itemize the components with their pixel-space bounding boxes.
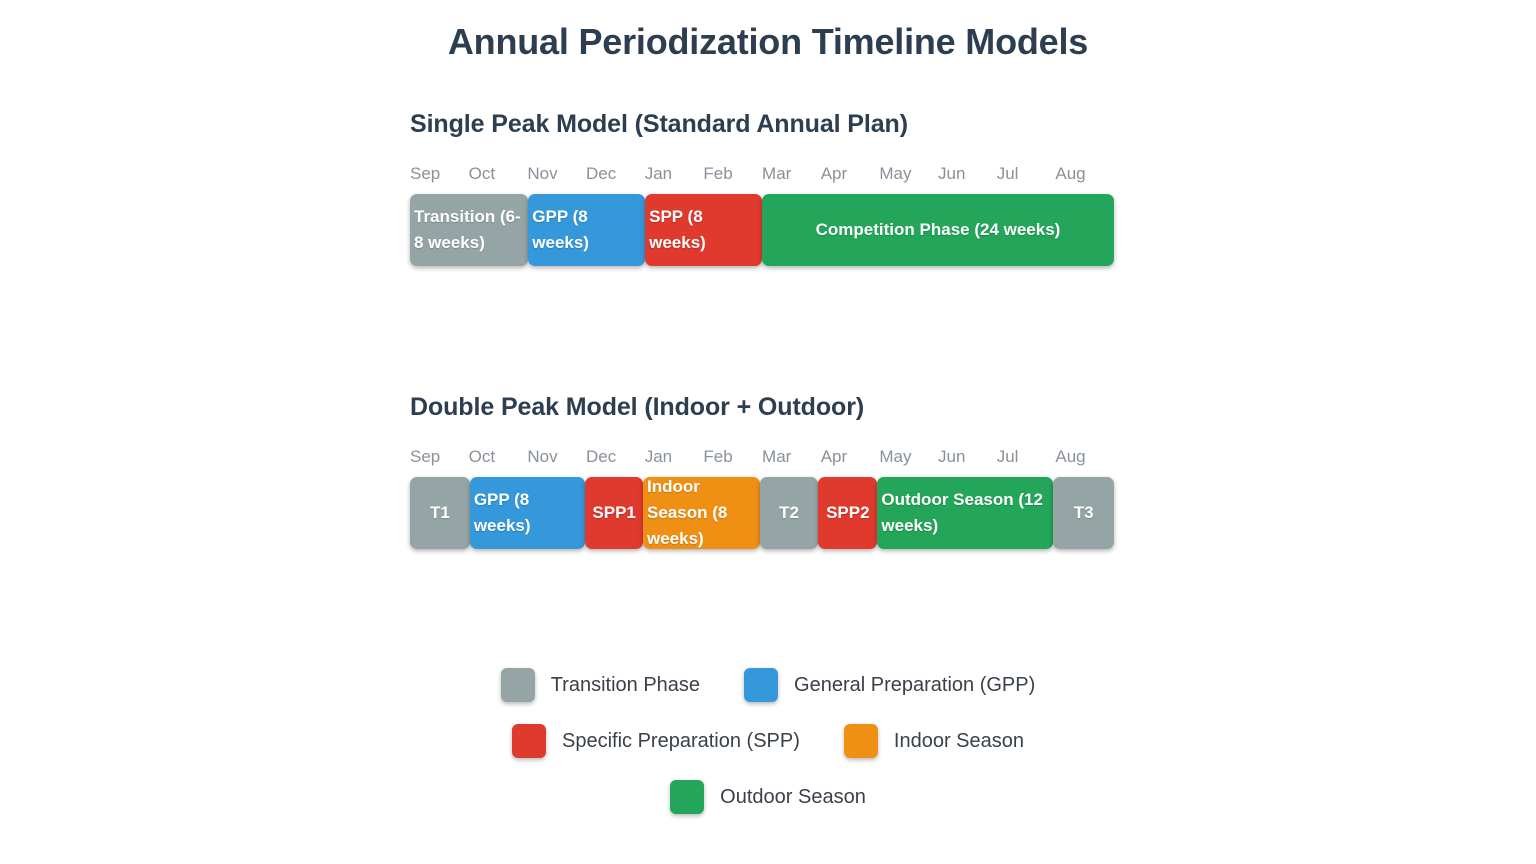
legend: Transition Phase General Preparation (GPP… (0, 668, 1536, 836)
phase-label: GPP (8 weeks) (532, 207, 589, 252)
section-title-single-peak: Single Peak Model (Standard Annual Plan) (410, 110, 908, 138)
phase-label: SPP2 (826, 503, 870, 523)
phase-label: T1 (429, 503, 450, 523)
phase-label: T3 (1073, 503, 1094, 523)
legend-label: Specific Preparation (SPP) (562, 730, 800, 752)
month-label-oct: Oct (468, 164, 496, 183)
month-label-aug: Aug (1055, 447, 1086, 466)
month-label-dec: Dec (586, 447, 617, 466)
phase-segment-spp[interactable]: SPP (8 weeks) (645, 194, 762, 266)
legend-item-transition[interactable]: Transition Phase (500, 668, 701, 702)
legend-row: Transition Phase General Preparation (GPP… (0, 668, 1536, 702)
legend-item-indoor[interactable]: Indoor Season (843, 724, 1024, 758)
phase-segment-spp[interactable]: SPP1 (585, 477, 643, 549)
legend-item-spp[interactable]: Specific Preparation (SPP) (512, 724, 800, 758)
month-label-sep: Sep (410, 164, 441, 183)
month-label-dec: Dec (586, 164, 617, 183)
legend-item-gpp[interactable]: General Preparation (GPP) (744, 668, 1035, 702)
phase-segment-indoor[interactable]: Indoor Season (8 weeks) (643, 477, 760, 549)
legend-label: Indoor Season (893, 730, 1024, 752)
model-section-double-peak: Double Peak Model (Indoor + Outdoor) Sep… (410, 391, 1114, 549)
month-label-oct: Oct (468, 447, 496, 466)
month-label-feb: Feb (703, 447, 733, 466)
month-label-jan: Jan (644, 164, 673, 183)
legend-swatch-outdoor (670, 780, 705, 814)
legend-item-outdoor[interactable]: Outdoor Season (670, 780, 866, 814)
legend-swatch-spp (512, 724, 546, 758)
month-label-feb: Feb (703, 164, 733, 183)
phase-segment-transition[interactable]: T3 (1053, 477, 1114, 549)
phase-segment-spp[interactable]: SPP2 (818, 477, 878, 549)
section-title-double-peak: Double Peak Model (Indoor + Outdoor) (410, 393, 865, 421)
phase-label: T2 (779, 503, 799, 523)
month-label-nov: Nov (527, 447, 558, 466)
phase-segment-gpp[interactable]: GPP (8 weeks) (469, 477, 586, 549)
phase-label: SPP1 (592, 503, 636, 523)
phase-segment-transition[interactable]: Transition (6-8 weeks) (410, 194, 529, 266)
phase-label: Outdoor Season (12 weeks) (881, 490, 1043, 535)
legend-row: Outdoor Season (0, 780, 1536, 814)
legend-label: Outdoor Season (720, 786, 866, 808)
month-label-jan: Jan (644, 447, 673, 466)
legend-swatch-transition (500, 668, 535, 702)
legend-swatch-indoor (843, 724, 878, 758)
phase-segment-transition[interactable]: T1 (410, 477, 470, 549)
phase-label: Competition Phase (24 weeks) (815, 220, 1061, 240)
month-axis-single-peak: Sep Oct Nov Dec Jan Feb Mar Apr May Jun Jul Aug (410, 164, 1114, 184)
phase-label: Indoor Season (8 weeks) (647, 477, 728, 548)
phase-label: GPP (8 weeks) (473, 490, 531, 535)
month-axis-double-peak: Sep Oct Nov Dec Jan Feb Mar Apr May Jun Jul Aug (410, 447, 1114, 467)
month-label-nov: Nov (527, 164, 558, 183)
month-label-aug: Aug (1055, 164, 1086, 183)
legend-row: Specific Preparation (SPP) Indoor Season (0, 724, 1536, 758)
phase-label: Transition (6-8 weeks) (414, 207, 521, 252)
legend-label: General Preparation (GPP) (794, 674, 1036, 696)
phase-segment-outdoor[interactable]: Competition Phase (24 weeks) (761, 194, 1114, 266)
month-label-mar: Mar (762, 447, 792, 466)
month-label-jul: Jul (996, 164, 1019, 183)
month-label-may: May (879, 164, 912, 183)
phase-segment-outdoor[interactable]: Outdoor Season (12 weeks) (877, 477, 1054, 549)
month-label-may: May (879, 447, 912, 466)
month-label-jul: Jul (996, 447, 1019, 466)
timeline-bar-double-peak: T1 GPP (8 weeks) SPP1 Indoor Season (8 week… (410, 477, 1114, 549)
month-label-jun: Jun (938, 447, 966, 466)
legend-label: Transition Phase (550, 674, 701, 696)
timeline-bar-single-peak: Transition (6-8 weeks) GPP (8 weeks) SPP (… (410, 194, 1114, 266)
month-label-sep: Sep (410, 447, 441, 466)
phase-label: SPP (8 weeks) (649, 207, 706, 252)
model-section-single-peak: Single Peak Model (Standard Annual Plan)… (410, 108, 1114, 266)
page-title: Annual Periodization Timeline Models (447, 21, 1089, 62)
legend-swatch-gpp (744, 668, 779, 702)
month-label-jun: Jun (938, 164, 966, 183)
month-label-mar: Mar (762, 164, 792, 183)
phase-segment-gpp[interactable]: GPP (8 weeks) (528, 194, 646, 266)
phase-segment-transition[interactable]: T2 (759, 477, 819, 549)
month-label-apr: Apr (820, 164, 848, 183)
month-label-apr: Apr (820, 447, 848, 466)
